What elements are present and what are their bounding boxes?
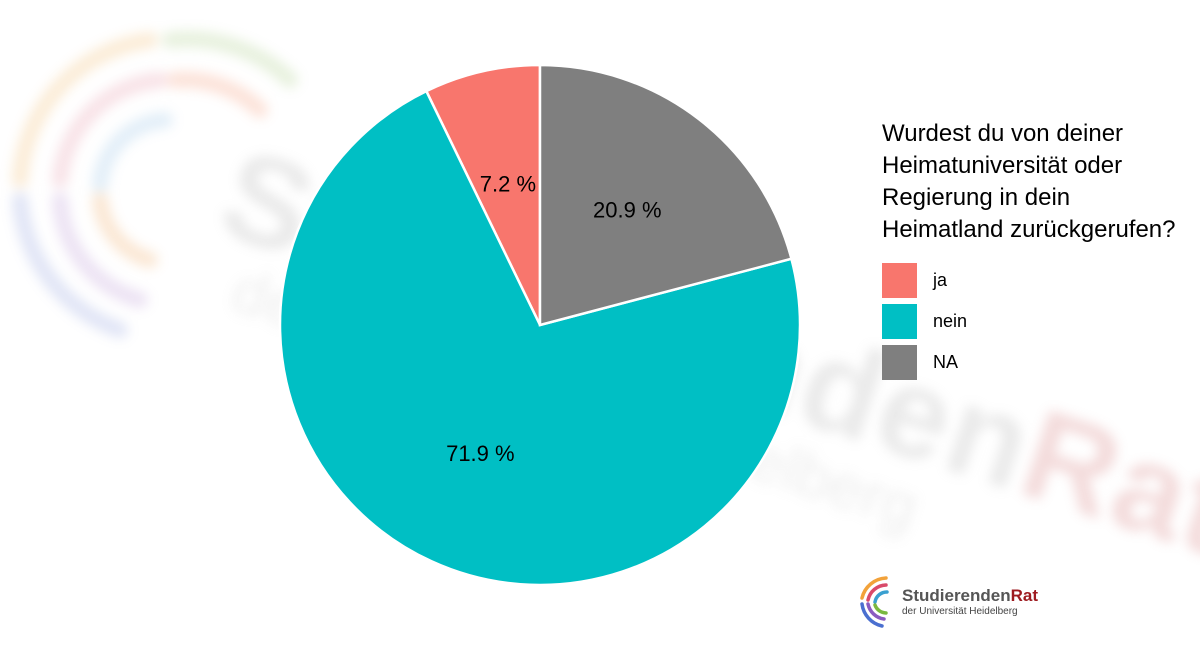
pie-slices [278,63,802,587]
slice-label-nein: 71.9 % [446,441,515,466]
legend-swatch [882,304,917,339]
pie-slice-na [538,63,793,327]
logo-subtitle: der Universität Heidelberg [902,606,1018,617]
legend-item-ja: ja [882,260,1192,301]
pie-slice-labels: 7.2 % 71.9 % 20.9 % [446,171,661,465]
pie-slice-ja [424,63,542,326]
legend-item-na: NA [882,342,1192,383]
slice-label-ja: 7.2 % [480,171,536,196]
legend-items: ja nein NA [882,260,1192,383]
logo-name: StudierendenRat [902,586,1039,605]
logo-rings-icon [860,576,889,628]
legend-label: NA [933,352,959,372]
legend: Wurdest du von deiner Heimatuniversität … [882,118,1192,383]
legend-swatch [882,345,917,380]
legend-title: Wurdest du von deiner Heimatuniversität … [882,120,1176,243]
legend-label: nein [933,311,968,331]
legend-label: ja [933,270,948,290]
legend-item-nein: nein [882,301,1192,342]
slice-label-na: 20.9 % [593,198,662,223]
pie-slice-nein [278,89,802,587]
studierendenrat-logo: StudierendenRat der Universität Heidelbe… [856,570,1056,634]
legend-swatch [882,263,917,298]
